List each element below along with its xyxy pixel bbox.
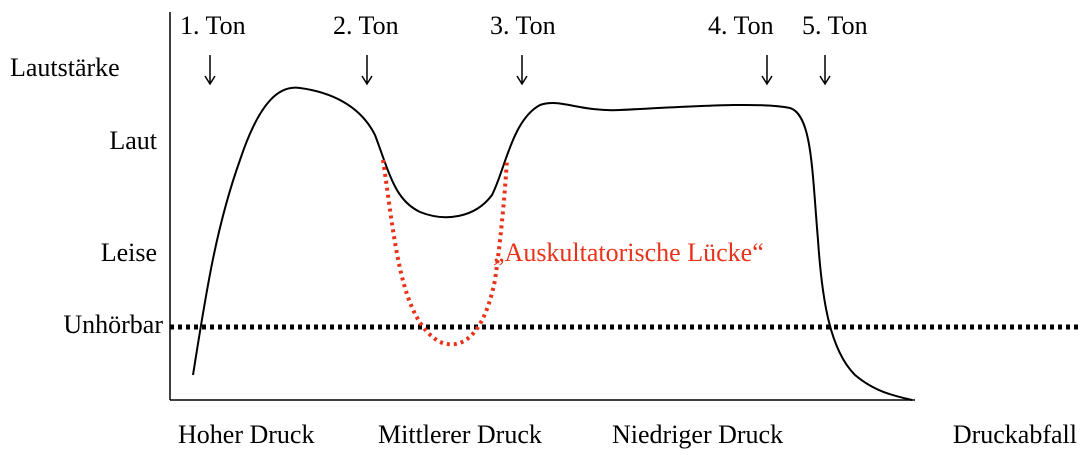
tone-label: 2. Ton	[333, 11, 399, 40]
x-label: Niedriger Druck	[612, 420, 783, 449]
tone-label: 1. Ton	[180, 11, 246, 40]
x-label: Mittlerer Druck	[378, 420, 542, 449]
arrow	[819, 55, 831, 86]
tone-label: 3. Ton	[490, 11, 556, 40]
arrows	[204, 55, 831, 86]
gap-label: „Auskultatorische Lücke“	[493, 238, 764, 267]
y-label: Lautstärke	[10, 53, 120, 82]
y-label: Leise	[101, 238, 157, 267]
x-label: Druckabfall	[953, 420, 1077, 449]
sound-curve	[192, 86, 913, 401]
arrow	[204, 55, 216, 86]
gap-curve	[381, 159, 509, 347]
y-label: Unhörbar	[63, 310, 163, 339]
y-label: Laut	[109, 126, 157, 155]
arrow	[516, 55, 528, 86]
arrow	[761, 55, 773, 86]
arrow	[361, 55, 373, 86]
tone-label: 5. Ton	[802, 11, 868, 40]
tone-label: 4. Ton	[708, 11, 774, 40]
x-label: Hoher Druck	[178, 420, 314, 449]
